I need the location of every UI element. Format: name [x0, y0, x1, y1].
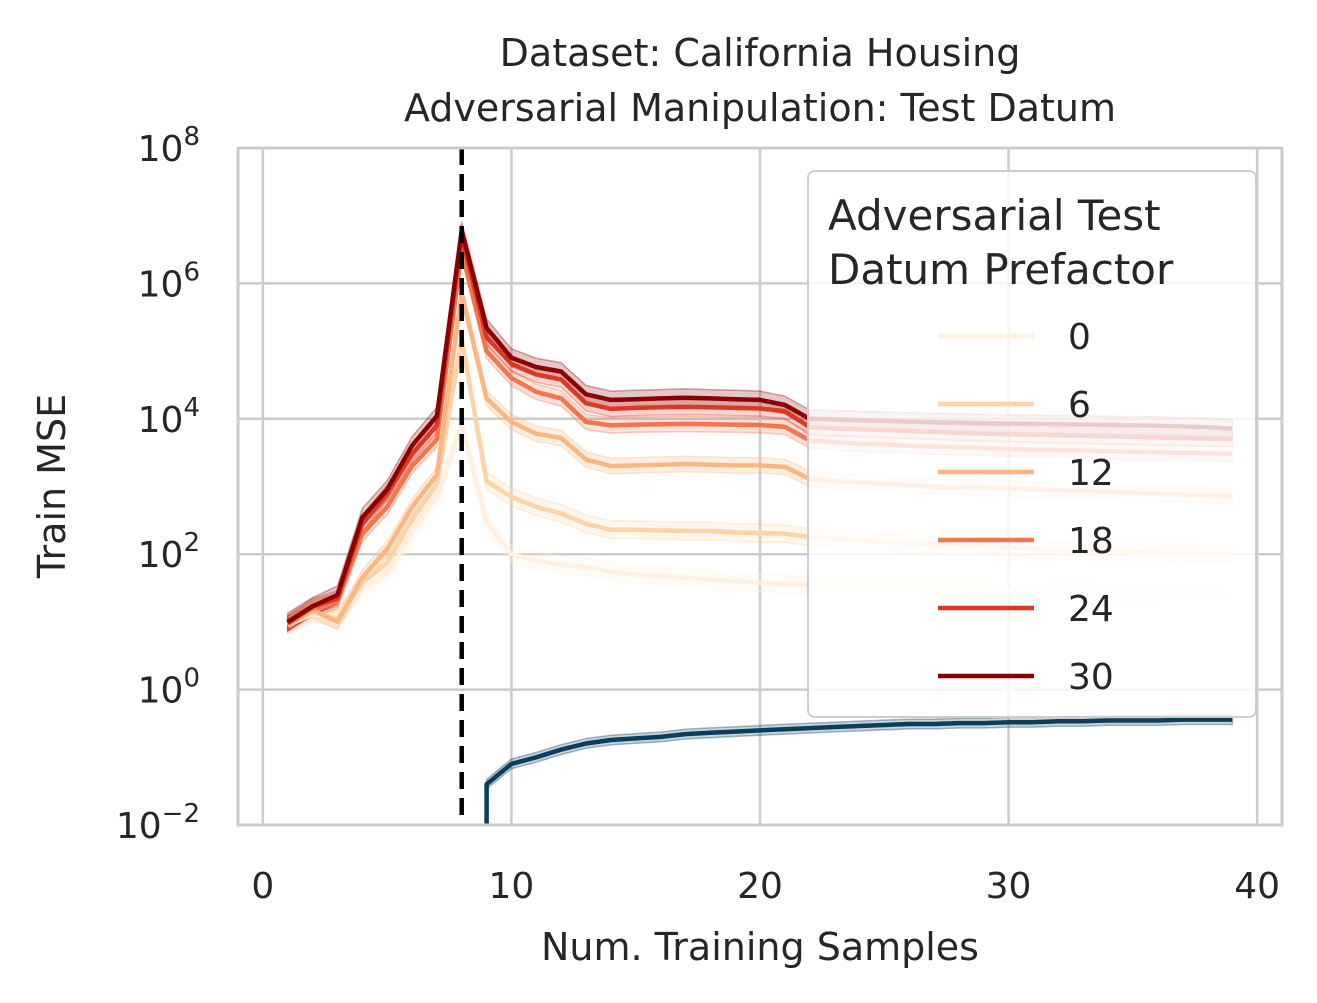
- y-axis-label: Train MSE: [30, 394, 74, 579]
- legend-label-30: 30: [1068, 657, 1114, 698]
- x-tick-label: 10: [489, 866, 535, 907]
- y-tick-label: 100: [138, 664, 200, 712]
- legend-label-24: 24: [1068, 589, 1114, 630]
- legend: Adversarial Test Datum Prefactor 0 6 12 18 2…: [807, 170, 1257, 718]
- x-tick-label: 30: [986, 866, 1032, 907]
- y-axis-ticks: 10−2 100 102 104 106 108: [116, 122, 200, 847]
- series-test-line: [484, 717, 1233, 825]
- y-tick-label: 102: [138, 528, 200, 576]
- chart-subtitle: Adversarial Manipulation: Test Datum: [404, 86, 1116, 130]
- legend-label-18: 18: [1068, 521, 1114, 562]
- chart-title: Dataset: California Housing: [500, 31, 1021, 75]
- series-test-band: [485, 714, 1234, 825]
- x-tick-label: 0: [251, 866, 274, 907]
- y-tick-label: 106: [138, 257, 200, 305]
- x-tick-label: 40: [1234, 866, 1280, 907]
- x-axis-ticks: 0 10 20 30 40: [251, 866, 1280, 907]
- legend-label-0: 0: [1068, 317, 1091, 358]
- legend-label-12: 12: [1068, 453, 1114, 494]
- y-tick-label: 10−2: [116, 799, 200, 847]
- y-tick-label: 108: [138, 122, 200, 170]
- legend-box: [807, 170, 1257, 718]
- legend-title-line-2: Datum Prefactor: [828, 245, 1174, 294]
- legend-items: 0 6 12 18 24 30: [938, 317, 1114, 698]
- legend-label-6: 6: [1068, 385, 1091, 426]
- x-tick-label: 20: [737, 866, 783, 907]
- legend-title-line-1: Adversarial Test: [828, 191, 1161, 240]
- y-tick-label: 104: [138, 393, 200, 441]
- x-axis-label: Num. Training Samples: [541, 925, 979, 969]
- plot-frame: [236, 146, 1284, 827]
